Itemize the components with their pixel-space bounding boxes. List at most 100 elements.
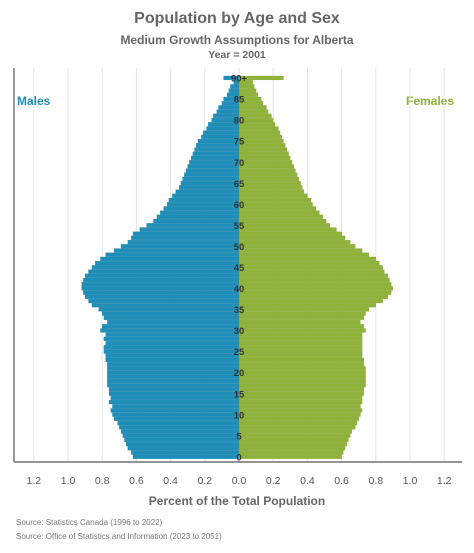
male-bar bbox=[196, 143, 240, 148]
age-tick-label: 5 bbox=[236, 431, 242, 442]
age-tick-label: 30 bbox=[234, 326, 245, 337]
male-bar bbox=[156, 214, 240, 219]
male-bar bbox=[110, 408, 240, 413]
female-bar bbox=[238, 341, 363, 346]
male-bar bbox=[187, 164, 240, 169]
x-tick-label: 0.2 bbox=[266, 475, 281, 487]
female-bar bbox=[238, 160, 293, 165]
age-tick-label: 90+ bbox=[231, 74, 248, 85]
age-tick-label: 25 bbox=[234, 347, 245, 358]
x-tick-label: 0.4 bbox=[163, 475, 178, 487]
female-bar bbox=[238, 454, 342, 459]
male-bar bbox=[114, 248, 240, 253]
male-bar bbox=[107, 374, 240, 379]
female-bar bbox=[238, 88, 257, 93]
male-bar bbox=[122, 433, 240, 438]
male-bar bbox=[91, 303, 240, 308]
male-bar bbox=[98, 307, 240, 312]
female-bar bbox=[238, 370, 366, 375]
male-bar bbox=[185, 168, 240, 173]
male-bar bbox=[127, 446, 240, 451]
female-bar bbox=[238, 80, 253, 85]
female-bar bbox=[238, 193, 308, 198]
female-bar bbox=[238, 261, 380, 266]
male-bar bbox=[184, 172, 240, 177]
female-bar bbox=[238, 92, 258, 97]
male-bar bbox=[131, 450, 240, 455]
x-tick-label: 0.8 bbox=[368, 475, 383, 487]
female-bar bbox=[238, 235, 346, 240]
male-bar bbox=[119, 425, 240, 430]
female-bar bbox=[238, 101, 264, 106]
female-bar bbox=[238, 404, 361, 409]
female-bar bbox=[238, 130, 281, 135]
male-bar bbox=[182, 176, 240, 182]
female-bar bbox=[238, 164, 294, 169]
female-bar bbox=[238, 96, 262, 102]
female-bar bbox=[238, 181, 301, 186]
female-bar bbox=[238, 206, 317, 211]
female-bar bbox=[238, 290, 392, 295]
female-bar bbox=[238, 218, 327, 224]
age-tick-label: 65 bbox=[234, 179, 245, 190]
female-bar bbox=[238, 319, 361, 325]
female-bar bbox=[238, 357, 364, 363]
male-bar bbox=[230, 84, 240, 89]
age-tick-label: 15 bbox=[234, 389, 245, 400]
age-tick-label: 85 bbox=[234, 95, 245, 106]
female-bar bbox=[238, 227, 337, 232]
female-bar bbox=[238, 84, 255, 89]
x-tick-label: 0.2 bbox=[197, 475, 212, 487]
x-tick-label: 0.4 bbox=[300, 475, 315, 487]
female-bar bbox=[238, 420, 358, 426]
female-bar bbox=[238, 172, 298, 177]
female-bar bbox=[238, 223, 330, 228]
chart-title: Population by Age and Sex bbox=[134, 10, 340, 27]
male-bar bbox=[167, 202, 240, 207]
female-bar bbox=[238, 303, 376, 308]
male-bar bbox=[139, 227, 240, 232]
female-bar bbox=[238, 374, 366, 379]
female-bar bbox=[238, 269, 385, 274]
female-bar bbox=[238, 353, 363, 358]
female-bar bbox=[238, 294, 388, 299]
male-bar bbox=[108, 399, 240, 405]
female-bar bbox=[238, 197, 311, 203]
male-bar bbox=[95, 261, 240, 266]
female-bar bbox=[238, 429, 352, 434]
x-tick-label: 1.0 bbox=[403, 475, 418, 487]
female-bar bbox=[238, 282, 392, 287]
male-bar bbox=[132, 231, 240, 236]
female-bar bbox=[238, 332, 363, 337]
male-bar bbox=[83, 277, 240, 283]
year-label: Year = 2001 bbox=[208, 49, 266, 61]
x-tick-label: 0.8 bbox=[95, 475, 110, 487]
male-bar bbox=[146, 223, 240, 228]
female-bar bbox=[238, 336, 363, 341]
female-bar bbox=[238, 416, 359, 421]
male-bar bbox=[132, 454, 240, 459]
male-bar bbox=[107, 383, 240, 388]
female-bar bbox=[238, 240, 351, 245]
chart-subtitle: Medium Growth Assumptions for Alberta bbox=[120, 33, 354, 47]
male-bar bbox=[103, 349, 240, 354]
male-bar bbox=[218, 105, 240, 110]
male-bar bbox=[180, 181, 240, 186]
female-bar bbox=[238, 315, 364, 320]
age-tick-label: 75 bbox=[234, 137, 245, 148]
male-bar bbox=[81, 282, 240, 287]
male-bar bbox=[81, 286, 240, 291]
female-bar bbox=[238, 244, 356, 249]
female-bar bbox=[238, 425, 356, 430]
female-bar bbox=[238, 126, 279, 131]
female-bar bbox=[238, 366, 366, 371]
x-tick-label: 0.6 bbox=[334, 475, 349, 487]
age-tick-label: 50 bbox=[234, 242, 245, 253]
age-tick-label: 35 bbox=[234, 305, 245, 316]
female-bar bbox=[238, 147, 288, 152]
male-bar bbox=[102, 324, 240, 329]
female-bar bbox=[238, 139, 284, 144]
female-bar bbox=[238, 349, 363, 354]
x-tick-label: 1.2 bbox=[437, 475, 452, 487]
female-bar bbox=[238, 176, 299, 182]
